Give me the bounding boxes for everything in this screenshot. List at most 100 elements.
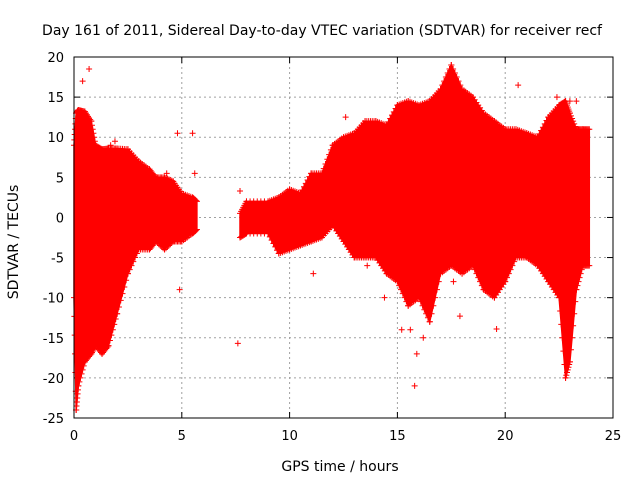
data-point: [192, 197, 199, 204]
data-point: [399, 290, 406, 297]
data-point: [396, 282, 403, 289]
data-point: [387, 115, 394, 122]
data-point: [91, 134, 98, 141]
outlier-point: [191, 170, 198, 177]
data-point: [71, 131, 78, 138]
data-point: [193, 197, 200, 204]
x-tick-label: 15: [389, 429, 406, 444]
data-point: [509, 262, 516, 269]
data-point: [566, 361, 573, 368]
data-point: [164, 175, 171, 182]
data-point: [572, 298, 579, 305]
y-axis-label: SDTVAR / TECUs: [6, 185, 22, 300]
data-point: [121, 283, 128, 290]
data-point: [586, 262, 593, 269]
data-point: [511, 258, 518, 265]
data-point: [570, 322, 577, 329]
data-point: [78, 370, 85, 377]
outlier-point: [310, 270, 317, 277]
data-point: [573, 286, 580, 293]
data-point: [419, 302, 426, 309]
data-point: [534, 134, 541, 141]
data-point: [161, 246, 168, 253]
outlier-point: [446, 102, 453, 109]
data-point: [88, 118, 95, 125]
data-point: [567, 112, 574, 119]
data-point: [88, 122, 95, 129]
y-tick-label: -20: [43, 372, 64, 387]
outlier-point: [79, 78, 86, 85]
data-point: [426, 318, 433, 325]
data-point: [502, 278, 509, 285]
data-point: [104, 344, 111, 351]
data-point: [72, 120, 79, 127]
data-point: [165, 176, 172, 183]
data-point: [91, 138, 98, 145]
data-point: [457, 82, 464, 89]
data-point: [564, 366, 571, 373]
data-point: [536, 130, 543, 137]
data-point: [415, 294, 422, 301]
data-point: [566, 358, 573, 365]
data-point: [115, 304, 122, 311]
outlier-point: [407, 326, 414, 333]
data-point: [133, 250, 140, 257]
data-point: [421, 306, 428, 313]
data-point: [106, 337, 113, 344]
data-point: [88, 349, 95, 356]
data-point: [124, 270, 131, 277]
data-point: [473, 270, 480, 277]
data-point: [162, 175, 169, 182]
data-point: [157, 242, 164, 249]
data-point: [451, 70, 458, 77]
data-point: [111, 321, 118, 328]
data-point: [389, 112, 396, 119]
data-point: [167, 177, 174, 184]
data-point: [117, 297, 124, 304]
data-point: [304, 177, 311, 184]
data-point: [478, 282, 485, 289]
data-point: [168, 239, 175, 246]
data-point: [164, 243, 171, 250]
data-point: [72, 369, 79, 376]
data-point: [299, 187, 306, 194]
y-tick-label: -15: [43, 332, 64, 347]
data-point: [109, 326, 116, 333]
data-point: [306, 173, 313, 180]
outlier-point: [237, 187, 244, 194]
data-point: [119, 290, 126, 297]
data-point: [90, 346, 97, 353]
data-point: [475, 274, 482, 281]
data-point: [324, 156, 331, 163]
data-point: [268, 237, 275, 244]
data-point: [448, 62, 455, 69]
data-point: [477, 278, 484, 285]
data-points: [71, 62, 593, 413]
outlier-point: [107, 142, 114, 149]
data-point: [569, 115, 576, 122]
chart-title: Day 161 of 2011, Sidereal Day-to-day VTE…: [42, 23, 603, 39]
data-point: [441, 78, 448, 85]
data-point: [165, 242, 172, 249]
data-point: [576, 274, 583, 281]
data-point: [571, 120, 578, 127]
data-point: [79, 366, 86, 373]
data-point: [432, 294, 439, 301]
outlier-point: [413, 350, 420, 357]
data-point: [105, 342, 112, 349]
data-point: [450, 66, 457, 73]
outlier-point: [515, 82, 522, 89]
data-point: [541, 120, 548, 127]
data-point: [193, 227, 200, 234]
data-point: [89, 348, 96, 355]
data-point: [556, 294, 563, 301]
x-axis-label: GPS time / hours: [281, 459, 398, 475]
data-point: [507, 266, 514, 273]
data-point: [192, 227, 199, 234]
data-point: [471, 266, 478, 273]
data-point: [403, 298, 410, 305]
data-point: [168, 177, 175, 184]
data-point: [558, 321, 565, 328]
data-point: [394, 278, 401, 285]
data-point: [297, 190, 304, 197]
